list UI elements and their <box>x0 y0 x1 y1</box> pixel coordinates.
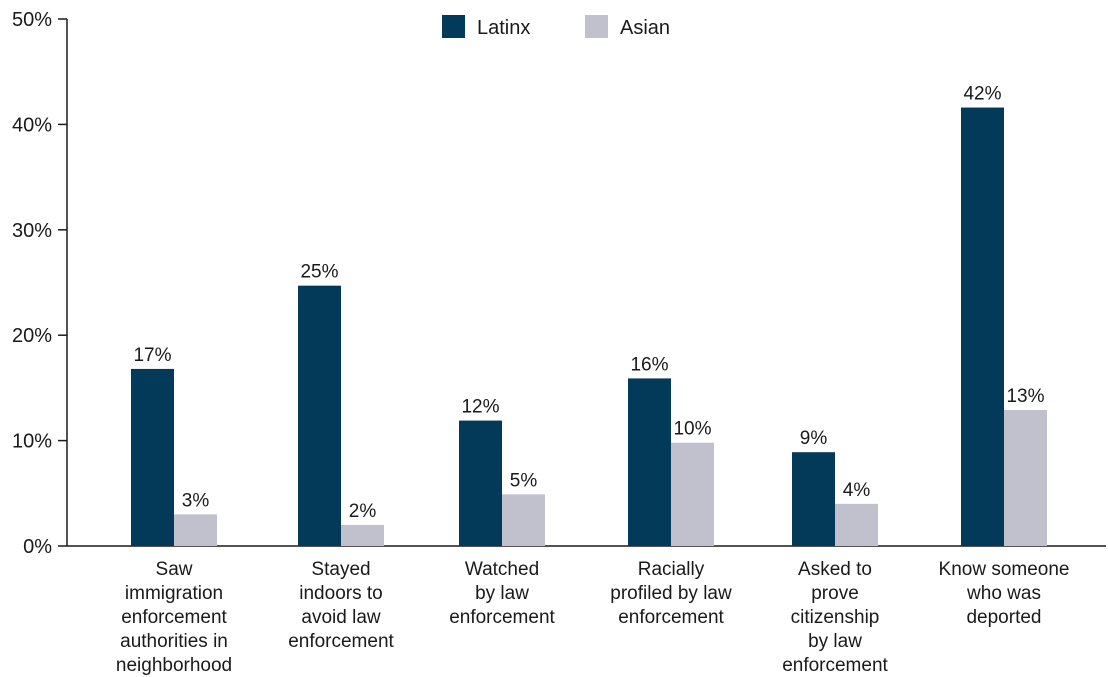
category-label-4: Asked to prove citizenship by law enforcemen… <box>782 559 888 676</box>
category-label-3: Racially profiled by law enforcement <box>610 559 732 628</box>
data-label-asian-4: 4% <box>843 480 871 501</box>
data-label-latinx-3: 16% <box>630 354 668 375</box>
category-label-2: Watched by law enforcement <box>449 559 555 628</box>
bar-latinx-1 <box>298 285 341 546</box>
y-tick-label: 50% <box>12 9 52 31</box>
legend: Latinx Asian <box>442 15 670 39</box>
bar-asian-1 <box>341 524 384 546</box>
category-label-0: Saw immigration enforcement authorities in n… <box>116 559 232 676</box>
bar-asian-2 <box>502 494 545 546</box>
data-label-asian-2: 5% <box>510 470 538 491</box>
y-tick-label: 10% <box>12 431 52 453</box>
bars: 17% 3% 25% 2% 12% 5% 16% 10% 9% 4% 42% 13% <box>131 84 1047 546</box>
y-tick-label: 40% <box>12 114 52 136</box>
category-label-1: Stayed indoors to avoid law enforcement <box>288 559 394 652</box>
legend-swatch-asian <box>585 15 608 38</box>
data-label-asian-3: 10% <box>673 419 711 440</box>
data-label-latinx-5: 42% <box>963 84 1001 105</box>
data-label-asian-0: 3% <box>182 490 210 511</box>
y-tick-label: 30% <box>12 220 52 242</box>
data-label-asian-1: 2% <box>349 501 377 522</box>
y-axis: 0% 10% 20% 30% 40% 50% <box>12 9 68 558</box>
bar-asian-3 <box>671 442 714 546</box>
data-label-asian-5: 13% <box>1006 386 1044 407</box>
y-tick-label: 0% <box>23 536 52 558</box>
legend-label-latinx: Latinx <box>477 17 530 39</box>
data-label-latinx-2: 12% <box>461 397 499 418</box>
bar-latinx-2 <box>459 420 502 546</box>
bar-asian-4 <box>835 503 878 546</box>
bar-latinx-0 <box>131 368 174 546</box>
bar-latinx-3 <box>628 378 671 546</box>
bar-latinx-4 <box>792 452 835 546</box>
legend-label-asian: Asian <box>620 17 670 39</box>
data-label-latinx-1: 25% <box>300 262 338 283</box>
bar-asian-0 <box>174 514 217 546</box>
y-tick-label: 20% <box>12 325 52 347</box>
category-label-5: Know someone who was deported <box>939 559 1070 628</box>
x-axis: Saw immigration enforcement authorities in n… <box>67 545 1106 676</box>
legend-swatch-latinx <box>442 15 465 38</box>
bar-asian-5 <box>1004 410 1047 546</box>
bar-latinx-5 <box>961 107 1004 546</box>
data-label-latinx-0: 17% <box>133 345 171 366</box>
data-label-latinx-4: 9% <box>800 428 828 449</box>
